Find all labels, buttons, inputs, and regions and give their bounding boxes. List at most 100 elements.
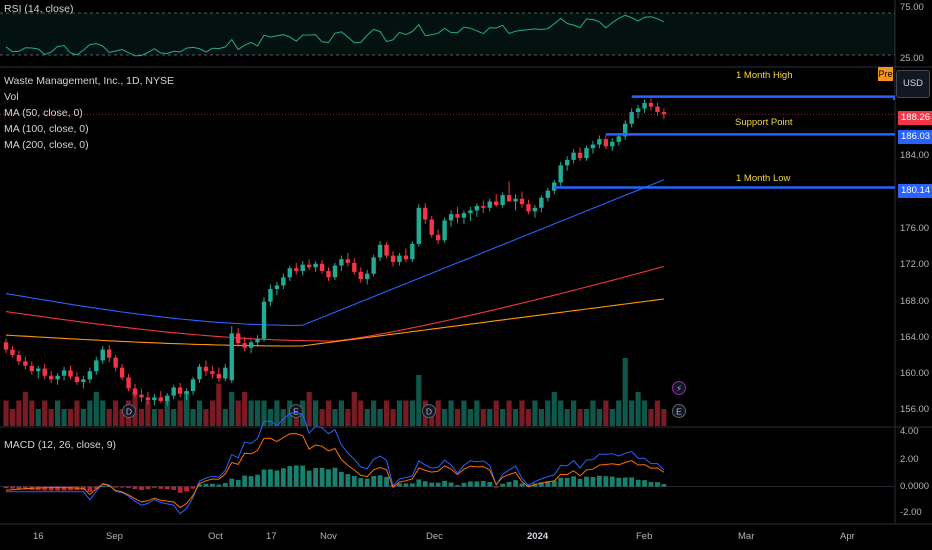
volume-bar bbox=[203, 409, 209, 426]
macd-histogram-bar bbox=[164, 486, 170, 490]
x-label: Mar bbox=[738, 531, 755, 542]
legend-ma100[interactable]: MA (100, close, 0) bbox=[4, 123, 89, 135]
volume-bar bbox=[261, 400, 267, 426]
macd-histogram-bar bbox=[306, 470, 312, 487]
candle-body bbox=[642, 102, 647, 109]
macd-histogram-bar bbox=[571, 476, 576, 487]
annotation-month-low: 1 Month Low bbox=[736, 173, 791, 184]
volume-bar bbox=[222, 409, 228, 426]
currency-button[interactable]: USD bbox=[896, 70, 930, 98]
volume-bar bbox=[577, 409, 583, 426]
candle-body bbox=[29, 365, 34, 372]
month-low-price-tag: 180.14 bbox=[898, 184, 932, 198]
macd-histogram-bar bbox=[151, 486, 157, 488]
candle-body bbox=[448, 214, 454, 221]
candle-body bbox=[139, 394, 144, 398]
volume-bar bbox=[119, 409, 125, 426]
volume-bar bbox=[564, 409, 570, 426]
macd-histogram-bar bbox=[274, 470, 280, 487]
macd-tick: -2.00 bbox=[900, 507, 922, 518]
volume-bar bbox=[190, 409, 196, 426]
candle-body bbox=[268, 289, 273, 302]
candle-body bbox=[513, 198, 518, 202]
candle-body bbox=[435, 234, 441, 241]
support-price-tag: 186.03 bbox=[898, 130, 932, 144]
legend-volume[interactable]: Vol bbox=[4, 91, 19, 103]
candle-body bbox=[545, 190, 550, 198]
volume-bar bbox=[519, 400, 525, 426]
macd-histogram-bar bbox=[287, 466, 293, 487]
legend-ma50[interactable]: MA (50, close, 0) bbox=[4, 107, 83, 119]
macd-histogram-bar bbox=[132, 486, 138, 490]
volume-bar bbox=[532, 400, 538, 426]
candle-body bbox=[494, 201, 499, 206]
legend-ma200[interactable]: MA (200, close, 0) bbox=[4, 139, 89, 151]
macd-histogram-bar bbox=[590, 476, 596, 487]
candle-body bbox=[655, 106, 660, 113]
candle-body bbox=[16, 354, 22, 362]
volume-bar bbox=[67, 409, 74, 426]
candle-body bbox=[455, 214, 460, 218]
candle-body bbox=[210, 371, 215, 374]
candle-body bbox=[158, 397, 163, 402]
macd-histogram-bar bbox=[558, 477, 564, 487]
macd-tick: 4.00 bbox=[900, 426, 919, 437]
macd-histogram-bar bbox=[10, 486, 15, 489]
candle-body bbox=[474, 205, 480, 211]
symbol-title[interactable]: Waste Management, Inc., 1D, NYSE bbox=[4, 75, 175, 87]
macd-histogram-bar bbox=[61, 486, 67, 491]
macd-histogram-bar bbox=[222, 482, 228, 487]
macd-histogram-bar bbox=[551, 480, 557, 487]
volume-bar bbox=[280, 409, 286, 426]
macd-line bbox=[6, 411, 665, 515]
candle-body bbox=[410, 243, 415, 260]
candle-body bbox=[616, 136, 621, 142]
volume-bar bbox=[93, 392, 99, 426]
macd-histogram-bar bbox=[422, 481, 428, 487]
volume-bar bbox=[48, 409, 54, 426]
macd-histogram-bar bbox=[474, 481, 480, 487]
x-label-year: 2024 bbox=[527, 531, 549, 542]
volume-bar bbox=[364, 409, 370, 426]
ma200-line bbox=[5, 298, 664, 347]
candle-body bbox=[171, 387, 176, 396]
candle-body bbox=[358, 271, 363, 280]
candle-body bbox=[532, 207, 538, 212]
lightning-glyph: ⚡ bbox=[676, 385, 682, 395]
macd-histogram-bar bbox=[403, 483, 409, 487]
macd-histogram-bar bbox=[661, 484, 667, 487]
candle-body bbox=[119, 367, 125, 378]
macd-histogram-bar bbox=[655, 482, 660, 487]
volume-bar bbox=[319, 409, 325, 426]
macd-histogram-bar bbox=[577, 478, 583, 487]
macd-histogram-bar bbox=[339, 471, 344, 487]
macd-histogram-bar bbox=[648, 482, 654, 487]
event-marker-letter: D bbox=[426, 407, 432, 417]
macd-histogram-bar bbox=[190, 486, 196, 489]
macd-histogram-bar bbox=[158, 486, 164, 489]
volume-bar bbox=[609, 409, 615, 426]
macd-histogram-bar bbox=[487, 481, 493, 487]
macd-histogram-bar bbox=[622, 477, 628, 487]
candle-body bbox=[326, 270, 331, 278]
candle-body bbox=[23, 361, 28, 366]
macd-histogram-bar bbox=[119, 486, 125, 488]
macd-histogram-bar bbox=[468, 481, 473, 487]
macd-histogram-bar bbox=[184, 486, 189, 492]
macd-histogram-bar bbox=[42, 486, 48, 491]
volume-bar bbox=[325, 400, 332, 426]
volume-bar bbox=[216, 383, 222, 426]
volume-bar bbox=[87, 400, 93, 426]
x-label: Dec bbox=[426, 531, 443, 542]
volume-bar bbox=[248, 400, 254, 426]
volume-bar bbox=[454, 409, 461, 426]
volume-bar bbox=[571, 400, 577, 426]
volume-bar bbox=[635, 392, 641, 426]
annotation-month-high: 1 Month High bbox=[736, 70, 793, 81]
volume-bar bbox=[184, 392, 190, 426]
macd-histogram-bar bbox=[55, 486, 60, 491]
volume-bar bbox=[209, 400, 215, 426]
macd-histogram-bar bbox=[126, 486, 131, 488]
volume-bar bbox=[525, 409, 532, 426]
